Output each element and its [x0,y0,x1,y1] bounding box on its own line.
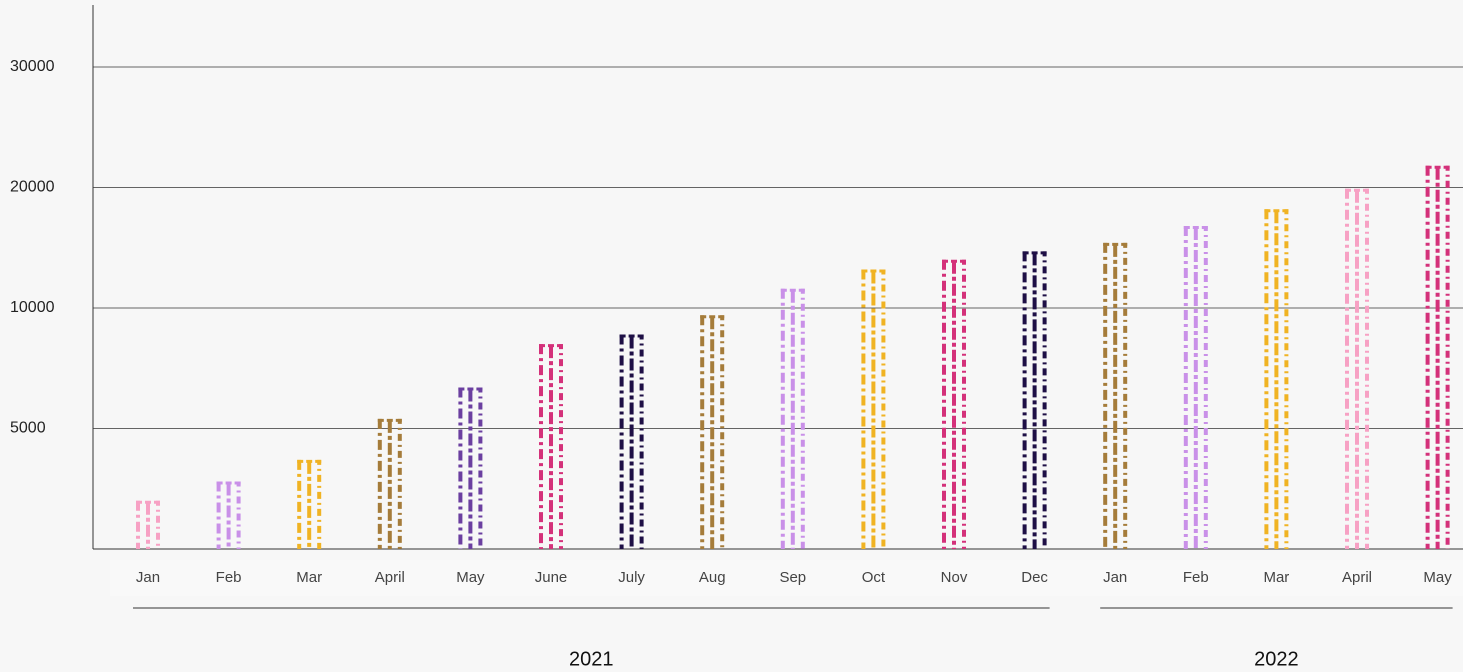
bar [216,481,241,549]
x-tick-label: June [535,569,568,586]
group-label: 2021 [569,648,614,670]
x-tick-label: Feb [216,569,242,586]
x-tick-label: Mar [296,569,322,586]
bar [136,500,160,549]
x-tick-label: Feb [1183,569,1209,586]
bar [539,344,563,549]
bar [700,315,725,549]
label-band [110,560,1463,596]
y-tick-label: 30000 [10,58,55,75]
x-tick-label: Jan [1103,569,1127,586]
bar [1425,165,1450,549]
bar [458,387,483,549]
bar [1103,242,1128,549]
x-tick-label: April [1342,569,1372,586]
bar [619,334,644,549]
bar [780,288,805,549]
x-tick-label: Jan [136,569,160,586]
bar [377,418,402,549]
x-tick-label: Dec [1021,569,1048,586]
x-tick-label: May [456,569,485,586]
x-tick-label: Nov [941,569,968,586]
x-tick-label: Aug [699,569,726,586]
x-tick-label: May [1423,569,1452,586]
bar [1345,188,1369,549]
x-tick-label: Sep [779,569,806,586]
bar [1022,251,1047,549]
y-tick-label: 5000 [10,420,46,437]
y-tick-label: 20000 [10,179,55,196]
bar [1264,209,1289,549]
group-label: 2022 [1254,648,1299,670]
y-tick-label: 10000 [10,299,55,316]
bar [861,269,886,549]
bar [942,259,966,549]
x-tick-label: July [618,569,645,586]
x-tick-label: Mar [1263,569,1289,586]
x-tick-label: Oct [862,569,886,586]
bar [297,459,322,549]
bar [1183,226,1208,549]
x-tick-label: April [375,569,405,586]
